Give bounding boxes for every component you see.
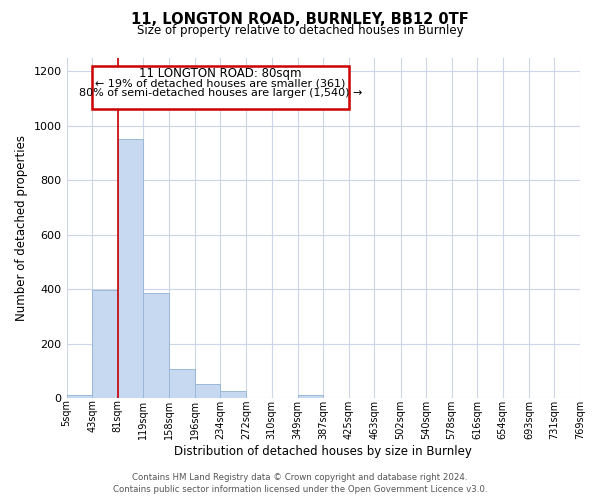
Bar bbox=[195, 384, 220, 398]
Bar bbox=[92, 290, 118, 398]
Bar bbox=[92, 66, 349, 110]
Text: ← 19% of detached houses are smaller (361): ← 19% of detached houses are smaller (36… bbox=[95, 78, 346, 88]
Bar bbox=[169, 370, 195, 398]
Bar bbox=[143, 293, 169, 398]
X-axis label: Distribution of detached houses by size in Burnley: Distribution of detached houses by size … bbox=[175, 444, 472, 458]
Bar bbox=[118, 139, 143, 398]
Text: 80% of semi-detached houses are larger (1,540) →: 80% of semi-detached houses are larger (… bbox=[79, 88, 362, 98]
Bar bbox=[220, 391, 246, 398]
Text: Contains HM Land Registry data © Crown copyright and database right 2024.
Contai: Contains HM Land Registry data © Crown c… bbox=[113, 472, 487, 494]
Bar bbox=[67, 396, 92, 398]
Text: Size of property relative to detached houses in Burnley: Size of property relative to detached ho… bbox=[137, 24, 463, 37]
Y-axis label: Number of detached properties: Number of detached properties bbox=[15, 135, 28, 321]
Text: 11, LONGTON ROAD, BURNLEY, BB12 0TF: 11, LONGTON ROAD, BURNLEY, BB12 0TF bbox=[131, 12, 469, 28]
Bar bbox=[298, 396, 323, 398]
Text: 11 LONGTON ROAD: 80sqm: 11 LONGTON ROAD: 80sqm bbox=[139, 68, 302, 80]
